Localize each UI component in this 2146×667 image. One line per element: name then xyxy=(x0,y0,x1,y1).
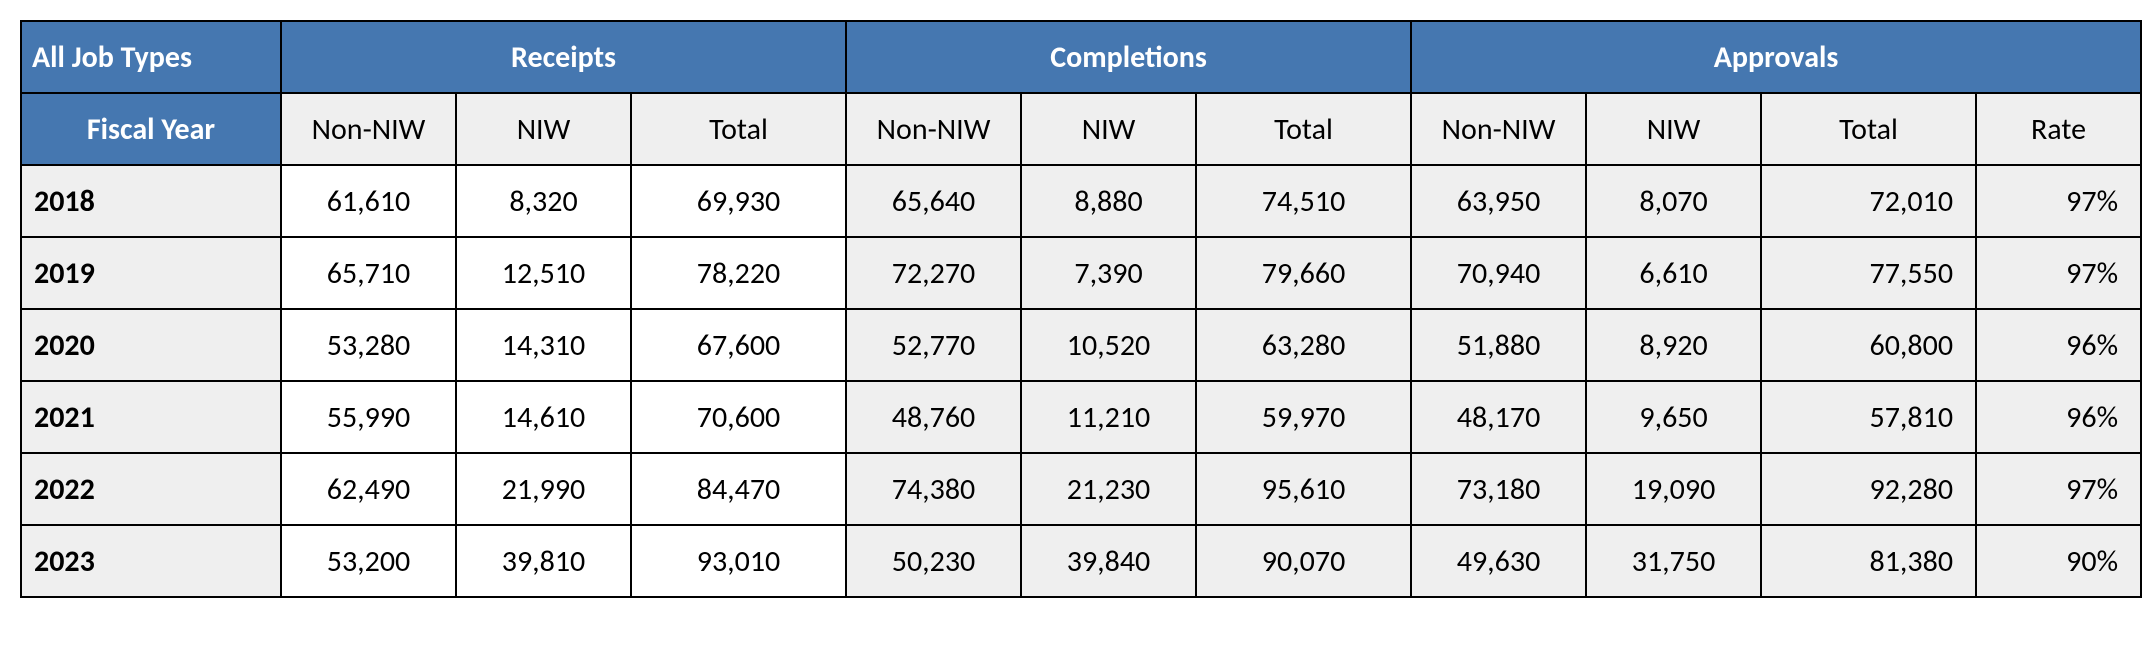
receipts-total: 67,600 xyxy=(631,309,846,381)
approvals-rate: 97% xyxy=(1976,165,2141,237)
approvals-niw: 9,650 xyxy=(1586,381,1761,453)
subheader-cell: Total xyxy=(1761,93,1976,165)
approvals-rate: 90% xyxy=(1976,525,2141,597)
table-row: 201861,6108,32069,93065,6408,88074,51063… xyxy=(21,165,2141,237)
approvals-niw: 8,920 xyxy=(1586,309,1761,381)
subheader-cell: NIW xyxy=(456,93,631,165)
approvals-total: 60,800 xyxy=(1761,309,1976,381)
approvals-total: 72,010 xyxy=(1761,165,1976,237)
approvals-non-niw: 49,630 xyxy=(1411,525,1586,597)
completions-total: 74,510 xyxy=(1196,165,1411,237)
completions-niw: 21,230 xyxy=(1021,453,1196,525)
subheader-cell: Total xyxy=(631,93,846,165)
year-cell: 2018 xyxy=(21,165,281,237)
year-cell: 2023 xyxy=(21,525,281,597)
header-row-sub: Fiscal Year Non-NIW NIW Total Non-NIW NI… xyxy=(21,93,2141,165)
receipts-total: 78,220 xyxy=(631,237,846,309)
receipts-total: 84,470 xyxy=(631,453,846,525)
year-cell: 2019 xyxy=(21,237,281,309)
receipts-non-niw: 53,200 xyxy=(281,525,456,597)
corner-header: All Job Types xyxy=(21,21,281,93)
receipts-non-niw: 65,710 xyxy=(281,237,456,309)
subheader-cell: Non-NIW xyxy=(1411,93,1586,165)
table-row: 201965,71012,51078,22072,2707,39079,6607… xyxy=(21,237,2141,309)
approvals-non-niw: 48,170 xyxy=(1411,381,1586,453)
table-row: 202262,49021,99084,47074,38021,23095,610… xyxy=(21,453,2141,525)
receipts-niw: 14,310 xyxy=(456,309,631,381)
receipts-niw: 39,810 xyxy=(456,525,631,597)
receipts-non-niw: 61,610 xyxy=(281,165,456,237)
completions-niw: 39,840 xyxy=(1021,525,1196,597)
receipts-niw: 21,990 xyxy=(456,453,631,525)
receipts-niw: 12,510 xyxy=(456,237,631,309)
completions-niw: 8,880 xyxy=(1021,165,1196,237)
completions-non-niw: 50,230 xyxy=(846,525,1021,597)
approvals-niw: 6,610 xyxy=(1586,237,1761,309)
receipts-niw: 14,610 xyxy=(456,381,631,453)
approvals-rate: 96% xyxy=(1976,309,2141,381)
approvals-total: 92,280 xyxy=(1761,453,1976,525)
receipts-total: 70,600 xyxy=(631,381,846,453)
approvals-total: 57,810 xyxy=(1761,381,1976,453)
header-row-groups: All Job Types Receipts Completions Appro… xyxy=(21,21,2141,93)
approvals-niw: 31,750 xyxy=(1586,525,1761,597)
subheader-cell: Rate xyxy=(1976,93,2141,165)
fiscal-year-header: Fiscal Year xyxy=(21,93,281,165)
completions-total: 90,070 xyxy=(1196,525,1411,597)
receipts-niw: 8,320 xyxy=(456,165,631,237)
receipts-non-niw: 53,280 xyxy=(281,309,456,381)
subheader-cell: NIW xyxy=(1021,93,1196,165)
group-header-completions: Completions xyxy=(846,21,1411,93)
approvals-total: 77,550 xyxy=(1761,237,1976,309)
subheader-cell: Total xyxy=(1196,93,1411,165)
approvals-total: 81,380 xyxy=(1761,525,1976,597)
group-header-receipts: Receipts xyxy=(281,21,846,93)
receipts-total: 93,010 xyxy=(631,525,846,597)
completions-non-niw: 74,380 xyxy=(846,453,1021,525)
approvals-non-niw: 73,180 xyxy=(1411,453,1586,525)
approvals-niw: 8,070 xyxy=(1586,165,1761,237)
approvals-rate: 97% xyxy=(1976,237,2141,309)
completions-niw: 7,390 xyxy=(1021,237,1196,309)
approvals-niw: 19,090 xyxy=(1586,453,1761,525)
completions-non-niw: 52,770 xyxy=(846,309,1021,381)
data-table: All Job Types Receipts Completions Appro… xyxy=(20,20,2142,598)
subheader-cell: Non-NIW xyxy=(846,93,1021,165)
completions-niw: 10,520 xyxy=(1021,309,1196,381)
completions-non-niw: 65,640 xyxy=(846,165,1021,237)
table-header: All Job Types Receipts Completions Appro… xyxy=(21,21,2141,165)
year-cell: 2021 xyxy=(21,381,281,453)
year-cell: 2022 xyxy=(21,453,281,525)
group-header-approvals: Approvals xyxy=(1411,21,2141,93)
receipts-non-niw: 62,490 xyxy=(281,453,456,525)
table-row: 202353,20039,81093,01050,23039,84090,070… xyxy=(21,525,2141,597)
receipts-non-niw: 55,990 xyxy=(281,381,456,453)
approvals-non-niw: 51,880 xyxy=(1411,309,1586,381)
approvals-non-niw: 70,940 xyxy=(1411,237,1586,309)
table-body: 201861,6108,32069,93065,6408,88074,51063… xyxy=(21,165,2141,597)
completions-non-niw: 48,760 xyxy=(846,381,1021,453)
subheader-cell: Non-NIW xyxy=(281,93,456,165)
approvals-non-niw: 63,950 xyxy=(1411,165,1586,237)
completions-non-niw: 72,270 xyxy=(846,237,1021,309)
approvals-rate: 97% xyxy=(1976,453,2141,525)
subheader-cell: NIW xyxy=(1586,93,1761,165)
completions-total: 63,280 xyxy=(1196,309,1411,381)
year-cell: 2020 xyxy=(21,309,281,381)
table-row: 202053,28014,31067,60052,77010,52063,280… xyxy=(21,309,2141,381)
completions-niw: 11,210 xyxy=(1021,381,1196,453)
table-row: 202155,99014,61070,60048,76011,21059,970… xyxy=(21,381,2141,453)
completions-total: 59,970 xyxy=(1196,381,1411,453)
approvals-rate: 96% xyxy=(1976,381,2141,453)
completions-total: 95,610 xyxy=(1196,453,1411,525)
completions-total: 79,660 xyxy=(1196,237,1411,309)
receipts-total: 69,930 xyxy=(631,165,846,237)
